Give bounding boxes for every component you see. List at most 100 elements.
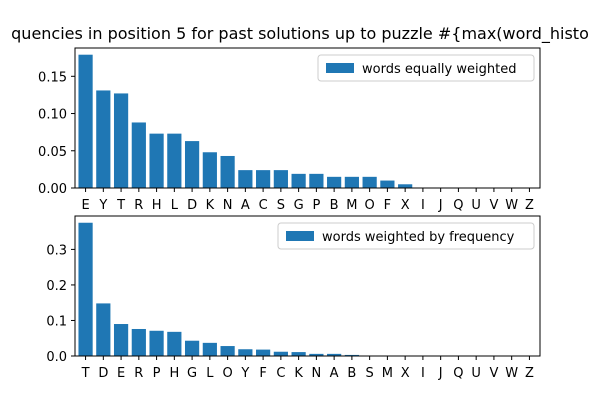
x-tick-label: N bbox=[223, 198, 233, 213]
bar-Y bbox=[238, 349, 253, 356]
x-tick-label: H bbox=[169, 366, 179, 381]
x-tick-label: M bbox=[382, 366, 393, 381]
bar-M bbox=[344, 176, 359, 188]
x-tick-label: B bbox=[330, 198, 339, 213]
bar-A bbox=[238, 170, 253, 188]
x-tick-label: M bbox=[346, 198, 357, 213]
legend-box bbox=[277, 222, 535, 250]
y-tick-label: 0.3 bbox=[46, 243, 67, 258]
bar-S bbox=[273, 170, 288, 188]
bar-R bbox=[131, 122, 146, 188]
x-tick-label: G bbox=[294, 198, 304, 213]
x-tick-label: Z bbox=[525, 366, 534, 381]
x-tick-label: B bbox=[347, 366, 356, 381]
bar-E bbox=[113, 324, 129, 356]
x-tick-label: W bbox=[505, 366, 518, 381]
x-tick-label: C bbox=[276, 366, 285, 381]
bar-K bbox=[291, 352, 306, 356]
bar-L bbox=[202, 342, 217, 356]
bar-R bbox=[131, 328, 146, 356]
bar-K bbox=[202, 152, 217, 188]
y-tick-label: 0.15 bbox=[38, 70, 67, 85]
x-tick-label: E bbox=[117, 366, 125, 381]
x-tick-label: Q bbox=[453, 366, 463, 381]
x-tick-label: L bbox=[171, 198, 179, 213]
bar-C bbox=[273, 351, 288, 356]
x-tick-label: F bbox=[384, 198, 391, 213]
x-tick-label: O bbox=[365, 198, 375, 213]
x-tick-label: C bbox=[259, 198, 268, 213]
x-tick-label: U bbox=[471, 198, 481, 213]
bar-T bbox=[78, 222, 93, 356]
bar-H bbox=[167, 331, 182, 356]
x-tick-label: X bbox=[401, 366, 410, 381]
x-tick-label: K bbox=[294, 366, 303, 381]
bar-B bbox=[344, 354, 359, 356]
bar-C bbox=[256, 170, 271, 188]
x-tick-label: I bbox=[421, 198, 425, 213]
x-tick-label: X bbox=[401, 198, 410, 213]
x-tick-label: D bbox=[98, 366, 108, 381]
x-tick-label: O bbox=[222, 366, 232, 381]
x-tick-label: N bbox=[312, 366, 322, 381]
axes-frame bbox=[74, 215, 541, 357]
bar-Y bbox=[96, 90, 111, 188]
x-tick-label: S bbox=[277, 198, 285, 213]
x-tick-label: I bbox=[421, 366, 425, 381]
bar-P bbox=[149, 330, 164, 356]
x-tick-label: G bbox=[187, 366, 197, 381]
x-tick-label: A bbox=[330, 366, 339, 381]
x-tick-label: Y bbox=[240, 366, 249, 381]
legend-box bbox=[317, 54, 535, 82]
x-tick-label: T bbox=[116, 198, 125, 213]
x-tick-label: E bbox=[81, 198, 89, 213]
legend-swatch bbox=[326, 63, 354, 73]
x-tick-label: Q bbox=[453, 198, 463, 213]
x-tick-label: V bbox=[489, 198, 498, 213]
x-tick-label: K bbox=[206, 198, 215, 213]
bar-D bbox=[96, 303, 111, 356]
x-tick-label: D bbox=[187, 198, 197, 213]
x-tick-label: T bbox=[81, 366, 90, 381]
y-tick-label: 0.05 bbox=[38, 145, 67, 160]
bar-F bbox=[256, 349, 271, 356]
y-tick-label: 0.00 bbox=[38, 182, 67, 197]
bar-L bbox=[167, 133, 182, 188]
bar-H bbox=[149, 133, 164, 188]
axes-frame bbox=[74, 47, 541, 189]
x-tick-label: F bbox=[259, 366, 266, 381]
x-tick-label: R bbox=[134, 198, 143, 213]
x-tick-label: J bbox=[438, 366, 443, 381]
x-tick-label: V bbox=[489, 366, 498, 381]
bar-G bbox=[291, 173, 306, 188]
y-tick-label: 0.10 bbox=[38, 108, 67, 123]
bar-G bbox=[184, 340, 200, 356]
x-tick-label: J bbox=[438, 198, 443, 213]
x-tick-label: Z bbox=[525, 198, 534, 213]
x-tick-label: H bbox=[152, 198, 162, 213]
legend-label: words equally weighted bbox=[362, 62, 516, 77]
y-tick-label: 0.2 bbox=[46, 279, 67, 294]
bar-N bbox=[309, 353, 324, 356]
x-tick-label: Y bbox=[98, 198, 107, 213]
bar-O bbox=[362, 176, 377, 188]
legend-swatch bbox=[286, 231, 314, 241]
x-tick-label: R bbox=[134, 366, 143, 381]
bar-P bbox=[309, 173, 324, 188]
bar-O bbox=[220, 346, 235, 356]
top-bar-chart: E Y T R H L D K N A C S G P B M O F X I J Q U V W Z 0.00 0.05 0.10 0.… bbox=[38, 47, 541, 213]
bottom-bar-chart: T D E R P H G L O Y F C K N A B S M X I J Q U V W Z 0.0 0.1 0.2 0.3 wo… bbox=[46, 215, 541, 381]
y-tick-label: 0.1 bbox=[46, 314, 67, 329]
bar-F bbox=[380, 180, 395, 188]
bar-A bbox=[327, 353, 342, 356]
bar-T bbox=[113, 93, 129, 188]
x-tick-label: P bbox=[312, 198, 320, 213]
x-tick-label: W bbox=[505, 198, 518, 213]
figure-title: quencies in position 5 for past solution… bbox=[11, 24, 589, 44]
y-tick-label: 0.0 bbox=[46, 350, 67, 365]
bar-D bbox=[184, 141, 200, 188]
bar-N bbox=[220, 155, 235, 188]
legend-label: words weighted by frequency bbox=[322, 230, 515, 245]
x-tick-label: L bbox=[206, 366, 214, 381]
